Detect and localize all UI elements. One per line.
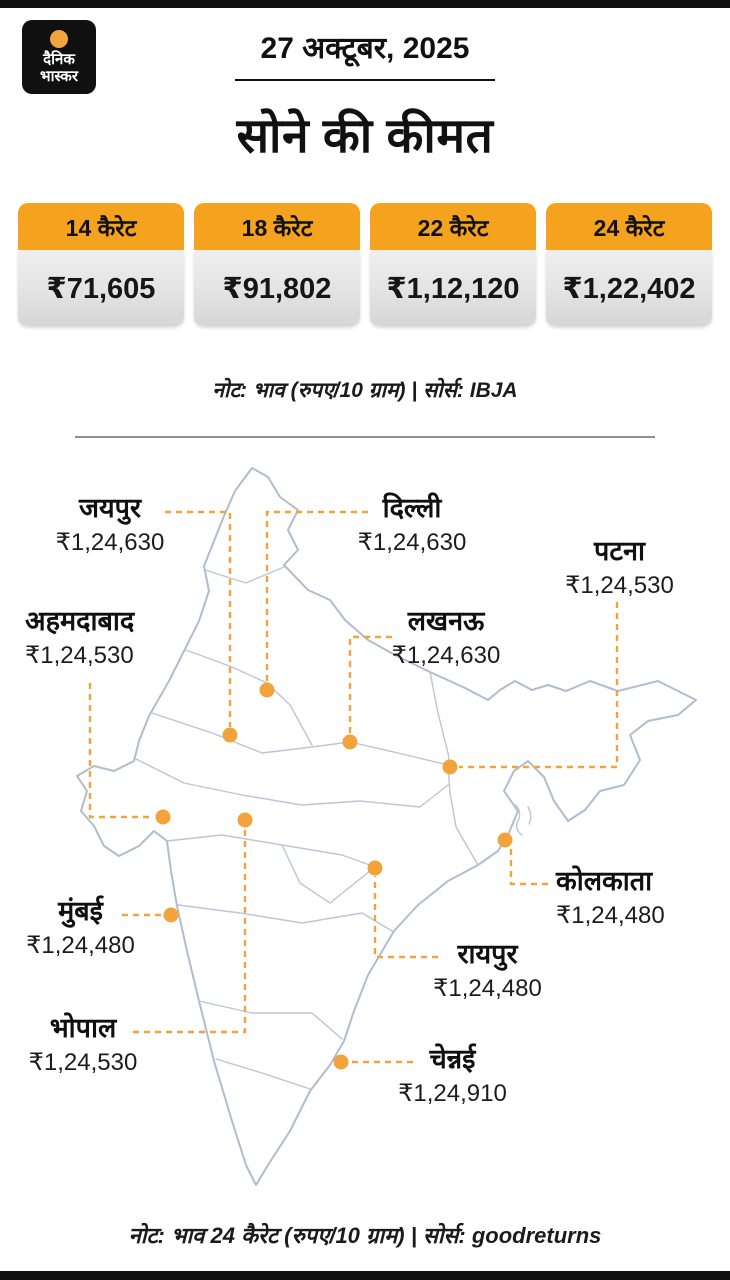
city-label-jaipur: जयपुर ₹1,24,630 [35, 492, 185, 560]
bottom-black-bar [0, 1271, 730, 1280]
city-label-mumbai: मुंबई ₹1,24,480 [18, 895, 143, 963]
city-price: ₹1,24,530 [28, 1049, 138, 1076]
city-name: लखनऊ [407, 606, 485, 636]
city-dot-raipur [367, 860, 383, 876]
date-text: 27 अक्टूबर, 2025 [234, 26, 496, 81]
city-name: भोपाल [49, 1013, 117, 1043]
connector-delhi [265, 510, 368, 682]
logo-line2: भास्कर [40, 67, 78, 85]
connector-patna [459, 602, 619, 769]
date-row: 27 अक्टूबर, 2025 [0, 26, 730, 81]
city-price: ₹1,24,480 [26, 932, 135, 959]
city-name: जयपुर [78, 493, 142, 523]
karat-card-24: 24 कैरेट ₹1,22,402 [546, 203, 712, 326]
connector-lucknow [348, 635, 392, 734]
city-price: ₹1,24,910 [398, 1080, 507, 1107]
india-gold-price-map: जयपुर ₹1,24,630 दिल्ली ₹1,24,630 पटना ₹1… [0, 455, 730, 1215]
connector-ahmedabad [88, 683, 154, 819]
city-label-raipur: रायपुर ₹1,24,480 [425, 938, 550, 1006]
city-dot-mumbai [163, 907, 179, 923]
logo-sun-icon [50, 29, 68, 48]
city-dot-chennai [333, 1054, 349, 1070]
page-title: सोने की कीमत [236, 110, 494, 163]
city-dot-delhi [259, 682, 275, 698]
karat-card-22: 22 कैरेट ₹1,12,120 [370, 203, 536, 326]
karat-card-18: 18 कैरेट ₹91,802 [194, 203, 360, 326]
karat-14-label: 14 कैरेट [18, 203, 184, 250]
city-name: मुंबई [58, 896, 103, 926]
city-price: ₹1,24,480 [556, 902, 665, 929]
connector-kolkata [509, 848, 548, 886]
karat-18-label: 18 कैरेट [194, 203, 360, 250]
city-name: अहमदाबाद [25, 606, 135, 636]
top-black-bar [0, 0, 730, 8]
karat-card-14: 14 कैरेट ₹71,605 [18, 203, 184, 326]
logo-line1: दैनिक [43, 50, 75, 68]
city-label-bhopal: भोपाल ₹1,24,530 [18, 1012, 148, 1080]
dainik-bhaskar-logo: दैनिक भास्कर [22, 20, 96, 94]
city-connectors [88, 510, 619, 1064]
city-label-lucknow: लखनऊ ₹1,24,630 [385, 605, 507, 673]
city-price: ₹1,24,480 [433, 975, 542, 1002]
city-price: ₹1,24,530 [565, 572, 674, 599]
city-name: दिल्ली [382, 493, 442, 523]
connector-bhopal [133, 828, 247, 1034]
divider-line [75, 436, 655, 438]
city-label-ahmedabad: अहमदाबाद ₹1,24,530 [25, 605, 185, 673]
city-dots [155, 682, 513, 1070]
city-name: पटना [594, 536, 645, 566]
city-label-delhi: दिल्ली ₹1,24,630 [352, 492, 472, 560]
city-dot-patna [442, 759, 458, 775]
city-label-chennai: चेन्नई ₹1,24,910 [390, 1043, 515, 1111]
karat-24-price: ₹1,22,402 [546, 250, 712, 326]
karat-18-price: ₹91,802 [194, 250, 360, 326]
city-dot-bhopal [237, 812, 253, 828]
india-outline [76, 467, 697, 1186]
city-price: ₹1,24,630 [55, 529, 165, 556]
karat-14-price: ₹71,605 [18, 250, 184, 326]
city-price: ₹1,24,530 [25, 642, 134, 669]
karat-22-price: ₹1,12,120 [370, 250, 536, 326]
city-dot-kolkata [497, 832, 513, 848]
india-map-svg [76, 467, 697, 1186]
city-label-kolkata: कोलकाता ₹1,24,480 [556, 865, 701, 933]
city-name: कोलकाता [556, 866, 653, 896]
city-name: रायपुर [457, 939, 518, 969]
karat-price-cards: 14 कैरेट ₹71,605 18 कैरेट ₹91,802 22 कैर… [0, 203, 730, 326]
city-dot-ahmedabad [155, 809, 171, 825]
karat-24-label: 24 कैरेट [546, 203, 712, 250]
note-ibja: नोट: भाव (रुपए/10 ग्राम) | सोर्स: IBJA [212, 379, 518, 402]
city-name: चेन्नई [429, 1044, 476, 1074]
city-dot-lucknow [342, 734, 358, 750]
city-label-patna: पटना ₹1,24,530 [552, 535, 687, 603]
city-price: ₹1,24,630 [357, 529, 467, 556]
karat-22-label: 22 कैरेट [370, 203, 536, 250]
state-boundaries [135, 566, 532, 1090]
note-goodreturns: नोट: भाव 24 कैरेट (रुपए/10 ग्राम) | सोर्… [128, 1223, 602, 1248]
city-price: ₹1,24,630 [391, 642, 501, 669]
city-dot-jaipur [222, 727, 238, 743]
